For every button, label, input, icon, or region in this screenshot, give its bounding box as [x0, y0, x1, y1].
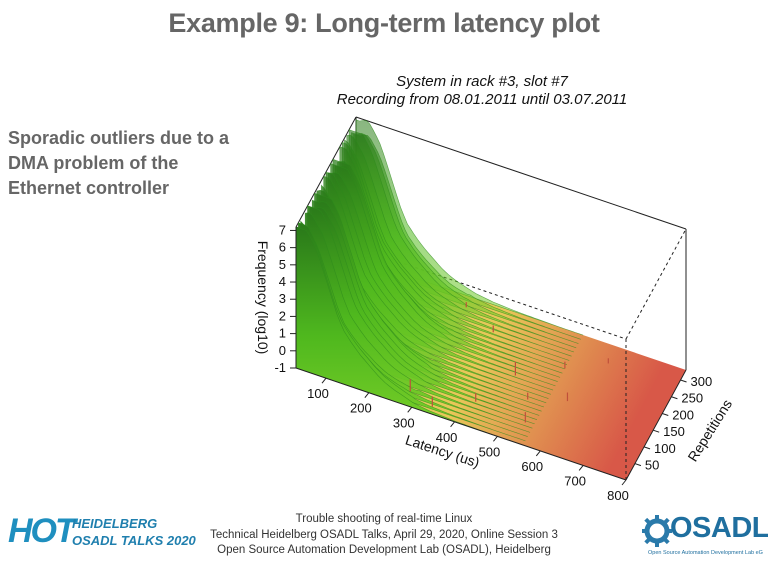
hot-logo-line: HEIDELBERG	[72, 516, 158, 531]
osadl-logo-subtitle: Open Source Automation Development Lab e…	[648, 550, 763, 556]
note-line: DMA problem of the	[8, 153, 179, 173]
y-tick-label: 250	[681, 391, 703, 406]
y-tick-label: 50	[645, 458, 659, 473]
box-edge	[355, 116, 687, 230]
surface-slice	[344, 139, 572, 357]
plot-box-front	[295, 227, 687, 481]
hot-talks-logo: HOT HEIDELBERG OSADL TALKS 2020	[8, 512, 196, 556]
x-tick-label: 200	[350, 401, 372, 416]
surface-slice	[302, 223, 531, 433]
z-tick-label: 1	[279, 326, 286, 341]
x-tick	[321, 377, 327, 384]
surface-slice	[341, 141, 570, 361]
footer-line: Open Source Automation Development Lab (…	[217, 544, 551, 556]
footer-line: Trouble shooting of real-time Linux	[295, 513, 473, 525]
plot-surface	[295, 119, 584, 446]
x-tick	[407, 406, 413, 413]
chart-title-line-1: System in rack #3, slot #7	[396, 73, 568, 90]
surface-slice	[325, 171, 554, 391]
footer-line: Technical Heidelberg OSADL Talks, April …	[210, 528, 558, 541]
gear-icon	[642, 515, 672, 547]
box-edge	[625, 228, 687, 340]
x-tick	[364, 392, 370, 399]
y-tick	[634, 463, 642, 467]
y-tick-label: 100	[654, 441, 676, 456]
z-axis-label: Frequency (log10)	[255, 241, 271, 355]
annotation-note: Sporadic outliers due to a DMA problem o…	[8, 126, 258, 201]
surface-slice	[339, 146, 568, 365]
hot-logo-line: OSADL TALKS 2020	[72, 533, 196, 548]
x-tick	[578, 465, 584, 471]
z-tick-label: -1	[274, 360, 286, 375]
footer: Trouble shooting of real-time Linux Tech…	[200, 512, 568, 559]
z-tick-label: 0	[279, 343, 286, 358]
z-tick-label: 2	[279, 308, 286, 323]
x-tick	[621, 479, 627, 486]
x-tick-label: 100	[307, 386, 329, 401]
x-tick	[535, 450, 541, 457]
y-tick	[671, 396, 678, 400]
y-tick	[680, 379, 687, 383]
surface-slice	[307, 205, 535, 425]
y-tick	[662, 412, 669, 416]
chart-title-line-2: Recording from 08.01.2011 until 03.07.20…	[337, 91, 627, 108]
z-tick-label: 4	[279, 274, 286, 289]
box-edge	[295, 226, 627, 340]
x-tick-label: 600	[521, 459, 543, 474]
y-tick-label: 300	[691, 374, 713, 389]
box-edge	[295, 367, 627, 481]
x-tick-label: 700	[564, 473, 586, 488]
surface-slice	[346, 134, 575, 353]
note-line: Ethernet controller	[8, 178, 170, 198]
surface-slice	[304, 212, 533, 429]
x-tick-label: 300	[393, 415, 415, 430]
z-tick-label: 6	[279, 240, 286, 255]
z-tick-label: 7	[279, 222, 286, 237]
surface-slice	[323, 175, 551, 395]
osadl-logo: OSADL Open Source Automation Development…	[642, 510, 768, 560]
note-line: Sporadic outliers due to a	[8, 128, 230, 148]
x-tick-label: 800	[607, 488, 629, 503]
y-tick	[643, 446, 651, 450]
osadl-logo-text: OSADL	[670, 512, 768, 544]
x-tick-label: 400	[436, 430, 458, 445]
z-tick-label: 3	[279, 291, 286, 306]
x-tick	[450, 421, 455, 428]
x-tick	[493, 436, 498, 442]
slide-title: Example 9: Long-term latency plot	[168, 8, 600, 38]
y-tick-label: 150	[663, 424, 685, 439]
y-tick	[653, 429, 660, 433]
box-edge	[625, 369, 687, 481]
x-tick-label: 500	[479, 444, 501, 459]
z-tick-label: 5	[279, 257, 286, 272]
hot-logo-mark: HOT	[8, 512, 76, 550]
surface-slice	[348, 129, 577, 349]
outlier-spikes	[409, 302, 609, 423]
y-tick-label: 200	[672, 407, 694, 422]
